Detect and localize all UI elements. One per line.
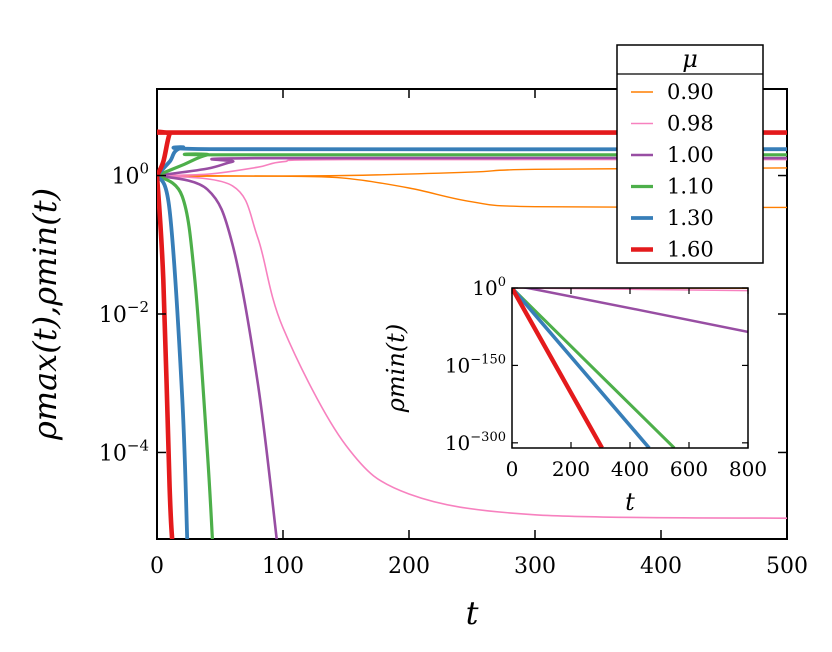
- series-0-98-min-line: [157, 174, 787, 519]
- inset-x-tick-label: 800: [729, 457, 767, 481]
- inset-y-tick-label: 10−150: [445, 352, 506, 377]
- inset-x-tick-label: 600: [670, 457, 708, 481]
- legend-items-group: 0.90 0.98 1.00 1.10 1.30 1.60: [631, 80, 714, 262]
- series-1-00-min-line: [157, 174, 278, 539]
- inset-series-1-30-line: [512, 288, 651, 448]
- series-1-60-max-line: [157, 129, 787, 177]
- main-x-tick-label: 100: [262, 554, 304, 579]
- series-1-60-min-line: [157, 175, 175, 539]
- inset-x-tick-label: 400: [611, 457, 649, 481]
- inset-series-1-00-line: [512, 288, 748, 334]
- inset-y-tick-label: 10−300: [445, 430, 506, 455]
- series-1-30-min-line: [157, 174, 190, 539]
- main-x-tick-label: 300: [514, 554, 556, 579]
- main-y-axis-label: ρmax(t),ρmin(t): [26, 188, 64, 441]
- main-y-tick-label: 100: [111, 160, 149, 190]
- inset-plot: 0 200 400 600 800 100 10−150 10−300 t ρmin(t): [382, 275, 767, 516]
- series-1-00-max-line: [157, 156, 787, 177]
- main-x-tick-label: 400: [640, 554, 682, 579]
- series-1-30-max-line: [157, 145, 787, 177]
- legend-title: μ: [682, 45, 698, 73]
- series-0-98-max-line: [157, 158, 787, 177]
- legend-label-1-60: 1.60: [667, 238, 714, 262]
- inset-y-axis-label: ρmin(t): [382, 324, 410, 413]
- inset-x-tick-label: 0: [506, 457, 519, 481]
- inset-series-1-60-line: [512, 288, 604, 448]
- main-x-tick-label: 0: [150, 554, 164, 579]
- main-ticks-group: 0 100 200 300 400 500 100 10−2 10−4: [99, 89, 808, 579]
- main-x-tick-label: 200: [388, 554, 430, 579]
- legend-label-1-10: 1.10: [667, 175, 714, 199]
- main-x-tick-label: 500: [766, 554, 808, 579]
- inset-x-tick-label: 200: [552, 457, 590, 481]
- inset-x-axis-label: t: [625, 488, 635, 516]
- legend-label-0-98: 0.98: [667, 112, 714, 136]
- main-series-group: [157, 129, 787, 539]
- inset-ticks-group: 0 200 400 600 800 100 10−150 10−300: [445, 275, 767, 481]
- series-1-10-min-line: [157, 174, 214, 539]
- inset-y-tick-label: 100: [472, 275, 506, 300]
- main-plot: 0 100 200 300 400 500 100 10−2 10−4 t ρmax(t),ρm…: [26, 88, 808, 632]
- main-y-tick-label: 10−2: [99, 298, 149, 328]
- legend: μ 0.90 0.98 1.00 1.10 1.30 1.60: [616, 44, 764, 264]
- series-1-10-max-line: [157, 152, 787, 177]
- main-x-axis-label: t: [466, 594, 479, 632]
- main-y-tick-label: 10−4: [99, 437, 149, 467]
- inset-background: [512, 288, 748, 448]
- legend-label-1-00: 1.00: [667, 143, 714, 167]
- legend-label-0-90: 0.90: [667, 80, 714, 104]
- legend-label-1-30: 1.30: [667, 206, 714, 230]
